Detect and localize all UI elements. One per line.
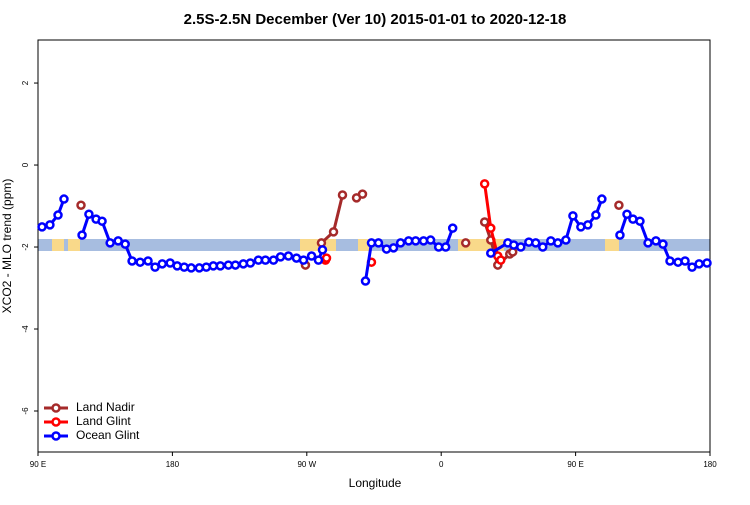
series-line bbox=[364, 227, 455, 282]
y-tick-label: -2 bbox=[21, 243, 30, 251]
data-point bbox=[53, 210, 63, 220]
data-point bbox=[460, 238, 471, 248]
data-point bbox=[479, 217, 490, 227]
x-tick-label: 0 bbox=[439, 460, 444, 469]
data-point bbox=[150, 262, 160, 272]
data-point bbox=[328, 227, 339, 237]
data-point bbox=[357, 189, 368, 199]
data-point bbox=[583, 220, 593, 230]
data-point bbox=[283, 251, 294, 261]
data-point bbox=[553, 238, 563, 248]
data-point bbox=[260, 255, 271, 265]
y-tick-label: -6 bbox=[21, 407, 30, 415]
data-point bbox=[486, 248, 496, 258]
plot-frame bbox=[37, 39, 711, 453]
data-point bbox=[597, 194, 607, 204]
legend-label: Land Nadir bbox=[76, 400, 135, 414]
data-point bbox=[410, 236, 421, 246]
data-point bbox=[651, 236, 661, 246]
data-point bbox=[120, 239, 130, 249]
data-point bbox=[245, 258, 256, 268]
data-point bbox=[702, 258, 712, 268]
data-point bbox=[486, 223, 496, 233]
chart-title: 2.5S-2.5N December (Ver 10) 2015-01-01 t… bbox=[184, 11, 567, 28]
data-point bbox=[337, 190, 348, 200]
data-point bbox=[425, 235, 436, 245]
y-axis-label: XCO2 - MLO trend (ppm) bbox=[0, 179, 14, 314]
data-point bbox=[360, 276, 371, 286]
data-point bbox=[614, 200, 624, 210]
data-point bbox=[615, 230, 625, 240]
data-point bbox=[313, 255, 324, 265]
data-point bbox=[317, 245, 328, 255]
data-point bbox=[561, 235, 571, 245]
data-point bbox=[59, 194, 69, 204]
data-point bbox=[440, 242, 451, 252]
data-point bbox=[321, 253, 332, 263]
data-point bbox=[97, 216, 107, 226]
data-point bbox=[135, 257, 145, 267]
data-point bbox=[479, 179, 490, 189]
data-point bbox=[635, 216, 645, 226]
data-point bbox=[622, 209, 632, 219]
data-point bbox=[687, 262, 697, 272]
y-tick-label: 2 bbox=[21, 80, 30, 85]
data-point bbox=[591, 210, 601, 220]
data-point bbox=[105, 238, 115, 248]
data-point bbox=[643, 238, 653, 248]
x-tick-label: 90 E bbox=[30, 460, 46, 469]
legend-marker bbox=[51, 403, 61, 413]
data-point bbox=[496, 255, 506, 265]
data-point bbox=[127, 256, 137, 266]
data-point bbox=[298, 255, 309, 265]
data-point bbox=[680, 256, 690, 266]
data-point bbox=[45, 220, 55, 230]
y-tick-label: -4 bbox=[21, 325, 30, 333]
data-point bbox=[388, 243, 399, 253]
data-point bbox=[230, 260, 241, 270]
data-point bbox=[665, 256, 675, 266]
legend-label: Ocean Glint bbox=[76, 428, 140, 442]
data-point bbox=[275, 252, 286, 262]
data-point bbox=[268, 255, 279, 265]
data-point bbox=[215, 261, 226, 271]
data-point bbox=[694, 259, 704, 269]
data-point bbox=[373, 238, 384, 248]
x-axis-label: Longitude bbox=[349, 476, 402, 490]
data-point bbox=[37, 222, 47, 232]
data-point bbox=[395, 238, 406, 248]
data-point bbox=[76, 200, 86, 210]
data-point bbox=[658, 239, 668, 249]
x-tick-label: 180 bbox=[166, 460, 180, 469]
data-point bbox=[77, 230, 87, 240]
data-point bbox=[157, 259, 167, 269]
data-point bbox=[113, 236, 123, 246]
data-point bbox=[537, 242, 548, 252]
x-tick-label: 90 W bbox=[297, 460, 316, 469]
data-point bbox=[306, 251, 317, 261]
data-point bbox=[84, 209, 94, 219]
data-point bbox=[568, 211, 578, 221]
legend-label: Land Glint bbox=[76, 414, 131, 428]
legend-marker bbox=[51, 417, 61, 427]
data-point bbox=[143, 256, 153, 266]
x-tick-label: 180 bbox=[703, 460, 717, 469]
data-point bbox=[447, 223, 458, 233]
data-point bbox=[516, 242, 526, 252]
x-tick-label: 90 E bbox=[567, 460, 583, 469]
data-point bbox=[530, 238, 541, 248]
y-tick-label: 0 bbox=[21, 162, 30, 167]
data-point bbox=[186, 263, 196, 273]
legend-marker bbox=[51, 431, 61, 441]
